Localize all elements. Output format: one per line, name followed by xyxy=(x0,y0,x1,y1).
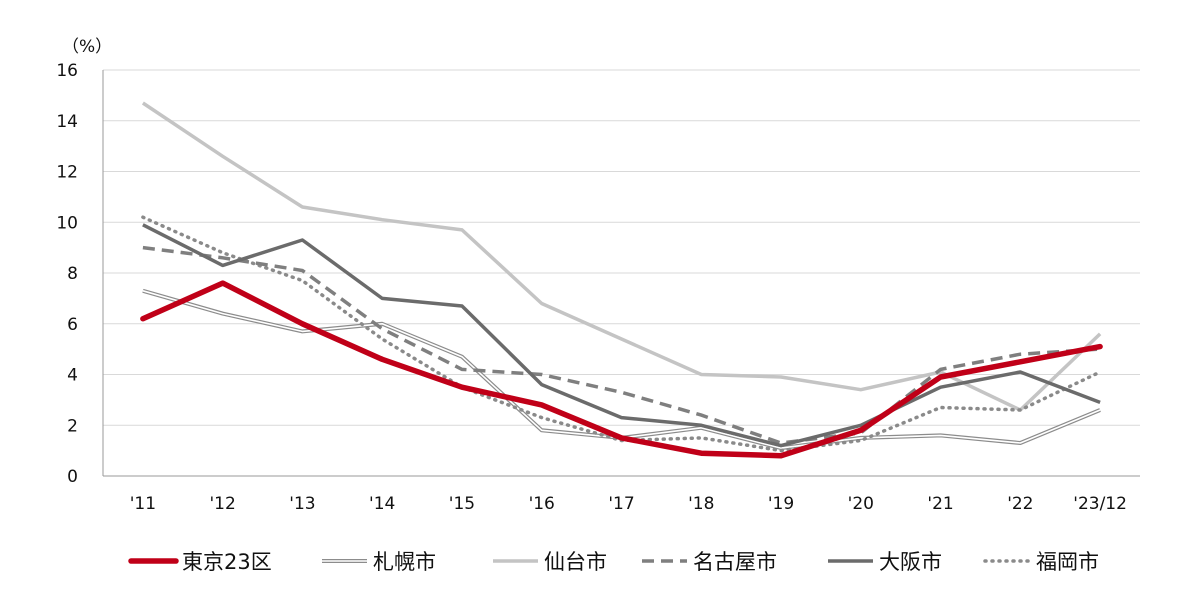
x-tick-label: '16 xyxy=(529,494,555,514)
series-5 xyxy=(141,215,1102,453)
series-lines xyxy=(140,101,1103,459)
legend-label: 福岡市 xyxy=(1036,550,1099,574)
series-line xyxy=(140,280,1103,459)
y-tick-label: 12 xyxy=(56,163,78,183)
series-line xyxy=(141,215,1102,453)
x-tick-label: '17 xyxy=(608,494,634,514)
y-tick-label: 8 xyxy=(67,264,78,284)
legend-item: 福岡市 xyxy=(983,550,1099,574)
series-0 xyxy=(140,280,1103,459)
y-tick-label: 10 xyxy=(56,213,78,233)
legend-item: 東京23区 xyxy=(128,550,272,574)
x-tick-label: '15 xyxy=(449,494,475,514)
legend-label: 東京23区 xyxy=(182,550,272,574)
legend-item: 仙台市 xyxy=(493,550,607,574)
legend-item: 札幌市 xyxy=(322,550,436,574)
x-tick-label: '20 xyxy=(848,494,874,514)
legend-label: 大阪市 xyxy=(879,550,942,574)
legend: 東京23区 札幌市 仙台市 名古屋市 大阪市 福岡市 xyxy=(128,550,1099,574)
x-tick-label: '23/12 xyxy=(1073,494,1127,514)
x-tick-label: '19 xyxy=(768,494,794,514)
series-3 xyxy=(142,245,1101,445)
x-axis-ticks: '11 '12 '13 '14 '15 '16 '17 '18 '19 '20 '21 '22 '23/… xyxy=(130,494,1127,514)
x-tick-label: '11 xyxy=(130,494,156,514)
x-tick-label: '22 xyxy=(1007,494,1033,514)
series-line xyxy=(142,223,1101,448)
y-tick-label: 2 xyxy=(67,416,78,436)
y-tick-label: 6 xyxy=(67,315,78,335)
x-tick-label: '12 xyxy=(209,494,235,514)
series-4 xyxy=(142,223,1101,448)
x-tick-label: '13 xyxy=(289,494,315,514)
x-tick-label: '21 xyxy=(927,494,953,514)
y-axis-unit-label: （%） xyxy=(62,37,112,57)
x-tick-label: '18 xyxy=(688,494,714,514)
legend-item: 名古屋市 xyxy=(642,550,777,574)
series-2 xyxy=(141,101,1102,412)
x-tick-label: '14 xyxy=(369,494,395,514)
legend-label: 札幌市 xyxy=(373,550,436,574)
series-line xyxy=(142,245,1101,445)
y-tick-label: 0 xyxy=(67,467,78,487)
legend-label: 名古屋市 xyxy=(693,550,777,574)
y-tick-label: 14 xyxy=(56,112,78,132)
y-tick-label: 16 xyxy=(56,61,78,81)
series-line xyxy=(141,101,1102,412)
gridlines xyxy=(102,69,1140,477)
y-tick-label: 4 xyxy=(67,366,78,386)
legend-item: 大阪市 xyxy=(828,550,942,574)
y-axis-ticks: 0 2 4 6 8 10 12 14 16 xyxy=(56,61,78,487)
legend-label: 仙台市 xyxy=(544,550,607,574)
